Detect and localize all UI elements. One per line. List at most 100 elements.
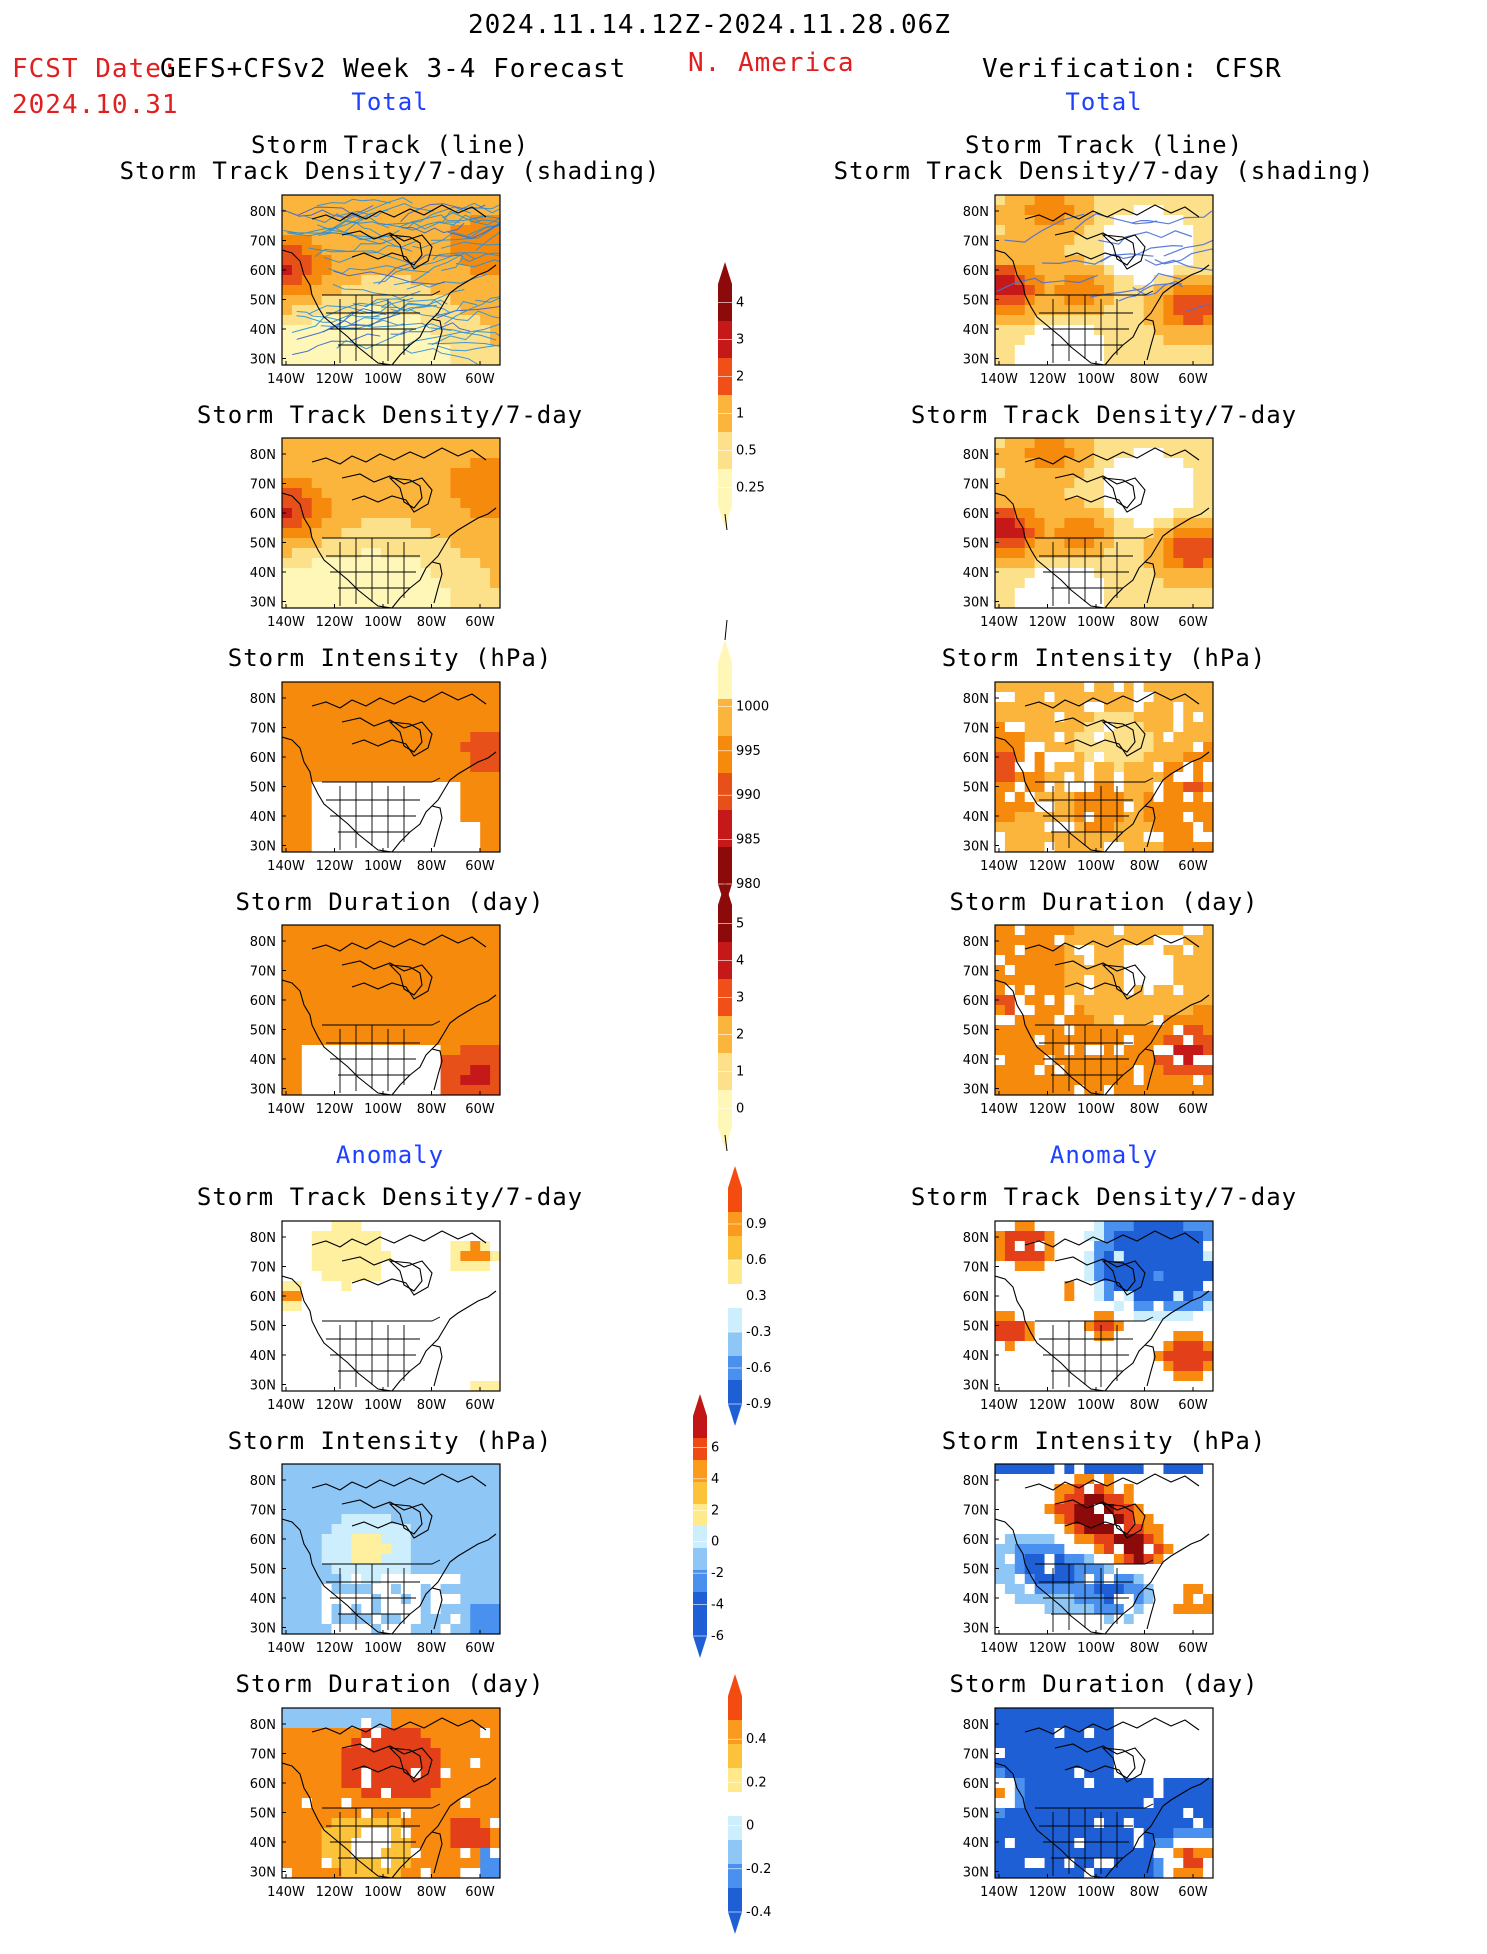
lon-tick-label: 120W [1029, 1885, 1067, 1900]
lon-tick-label: 140W [980, 859, 1018, 874]
lon-tick-label: 80W [417, 1885, 447, 1900]
section-anomaly-left: Anomaly [336, 1141, 444, 1169]
lon-tick-label: 60W [465, 372, 495, 387]
lon-tick-label: 100W [1077, 1885, 1115, 1900]
lon-tick-label: 80W [417, 1398, 447, 1413]
colorbar-tick-label: 985 [736, 833, 761, 848]
colorbar-tick-label: -0.4 [746, 1905, 771, 1920]
title-duration-right: Storm Duration (day) [950, 888, 1259, 916]
lat-tick-label: 50N [963, 1563, 989, 1578]
lat-tick-label: 80N [963, 935, 989, 950]
lon-tick-label: 140W [267, 1885, 305, 1900]
lat-tick-label: 80N [963, 205, 989, 220]
lon-tick-label: 120W [1029, 859, 1067, 874]
colorbar-tick-label: 4 [736, 954, 744, 969]
lat-tick-label: 80N [963, 692, 989, 707]
lon-tick-label: 80W [1130, 1885, 1160, 1900]
lat-tick-label: 30N [963, 840, 989, 855]
lat-tick-label: 80N [250, 692, 276, 707]
lat-tick-label: 40N [250, 323, 276, 338]
lat-tick-label: 30N [250, 840, 276, 855]
colorbar-tick-label: 0.25 [736, 481, 765, 496]
lon-tick-label: 140W [267, 372, 305, 387]
lon-tick-label: 120W [316, 615, 354, 630]
colorbar-tick-label: -6 [711, 1629, 724, 1644]
lon-tick-label: 80W [1130, 615, 1160, 630]
lat-tick-label: 30N [250, 1622, 276, 1637]
colorbar-tick-label: 0.3 [746, 1289, 767, 1304]
lat-tick-label: 30N [963, 596, 989, 611]
lon-tick-label: 100W [1077, 1641, 1115, 1656]
lon-tick-label: 140W [267, 1102, 305, 1117]
lat-tick-label: 70N [250, 722, 276, 737]
lat-tick-label: 80N [250, 448, 276, 463]
lat-tick-label: 60N [963, 994, 989, 1009]
lon-tick-label: 80W [1130, 1102, 1160, 1117]
colorbar-tick-label: 1 [736, 407, 744, 422]
colorbar-tick-label: 990 [736, 788, 761, 803]
colorbar-tick-label: 0.6 [746, 1253, 767, 1268]
lat-tick-label: 50N [963, 1807, 989, 1822]
lat-tick-label: 40N [963, 810, 989, 825]
lon-tick-label: 80W [417, 1641, 447, 1656]
lat-tick-label: 70N [963, 965, 989, 980]
lat-tick-label: 60N [963, 1777, 989, 1792]
lat-tick-label: 50N [963, 1320, 989, 1335]
lat-tick-label: 50N [963, 537, 989, 552]
title-duration-anom-right: Storm Duration (day) [950, 1670, 1259, 1698]
title-intensity-anom-left: Storm Intensity (hPa) [228, 1427, 552, 1455]
fcst-date-value: 2024.10.31 [12, 90, 179, 120]
lon-tick-label: 100W [364, 615, 402, 630]
colorbar-tick-label: 0 [711, 1535, 719, 1550]
colorbar-tick-label: 3 [736, 333, 744, 348]
lat-tick-label: 60N [963, 751, 989, 766]
lon-tick-label: 120W [1029, 1398, 1067, 1413]
lat-tick-label: 50N [250, 1807, 276, 1822]
lat-tick-label: 80N [963, 1474, 989, 1489]
lon-tick-label: 100W [1077, 1398, 1115, 1413]
lon-tick-label: 60W [1178, 1885, 1208, 1900]
title-duration-left: Storm Duration (day) [236, 888, 545, 916]
lat-tick-label: 50N [963, 294, 989, 309]
title-duration-anom-left: Storm Duration (day) [236, 1670, 545, 1698]
colorbar-tick-label: 4 [711, 1472, 719, 1487]
lon-tick-label: 60W [465, 1641, 495, 1656]
lon-tick-label: 120W [316, 1398, 354, 1413]
lon-tick-label: 60W [1178, 1102, 1208, 1117]
section-anomaly-right: Anomaly [1050, 1141, 1158, 1169]
lon-tick-label: 140W [267, 859, 305, 874]
lat-tick-label: 60N [963, 264, 989, 279]
lat-tick-label: 70N [963, 1261, 989, 1276]
colorbar-tick-label: 6 [711, 1440, 719, 1455]
lon-tick-label: 140W [267, 1398, 305, 1413]
lon-tick-label: 60W [1178, 1641, 1208, 1656]
lon-tick-label: 60W [1178, 372, 1208, 387]
lon-tick-label: 140W [980, 1641, 1018, 1656]
lat-tick-label: 60N [250, 751, 276, 766]
lon-tick-label: 100W [1077, 1102, 1115, 1117]
colorbar-tick-label: 0.2 [746, 1775, 767, 1790]
model-title: GEFS+CFSv2 Week 3-4 Forecast [160, 54, 626, 84]
lon-tick-label: 80W [1130, 1641, 1160, 1656]
lon-tick-label: 60W [465, 859, 495, 874]
lon-tick-label: 100W [1077, 615, 1115, 630]
lat-tick-label: 30N [250, 1866, 276, 1881]
colorbar-tick-label: 2 [736, 1028, 744, 1043]
title-density-anom-left: Storm Track Density/7-day [197, 1183, 583, 1211]
lon-tick-label: 140W [980, 615, 1018, 630]
title-density-anom-right: Storm Track Density/7-day [911, 1183, 1297, 1211]
lat-tick-label: 40N [250, 810, 276, 825]
lat-tick-label: 70N [963, 478, 989, 493]
lon-tick-label: 140W [267, 1641, 305, 1656]
colorbar-tick-label: -2 [711, 1566, 724, 1581]
colorbar-tick-label: 1 [736, 1065, 744, 1080]
